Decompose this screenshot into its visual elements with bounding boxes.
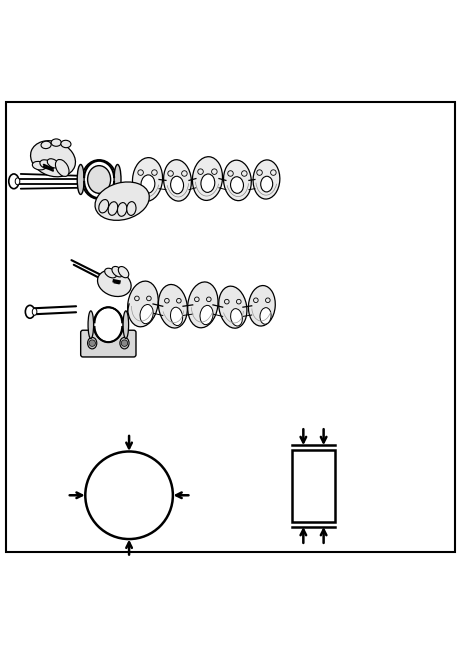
Ellipse shape — [40, 160, 53, 169]
Ellipse shape — [164, 160, 191, 201]
Ellipse shape — [230, 177, 243, 194]
Ellipse shape — [41, 141, 51, 148]
Ellipse shape — [47, 159, 59, 168]
Ellipse shape — [82, 160, 116, 199]
Ellipse shape — [260, 307, 271, 324]
Ellipse shape — [88, 165, 111, 194]
Ellipse shape — [30, 141, 76, 177]
Ellipse shape — [224, 160, 251, 201]
Ellipse shape — [159, 284, 187, 328]
Ellipse shape — [99, 199, 109, 213]
Ellipse shape — [118, 203, 127, 216]
Ellipse shape — [15, 178, 20, 185]
Ellipse shape — [128, 281, 158, 327]
Ellipse shape — [230, 309, 242, 326]
Circle shape — [121, 340, 128, 347]
Circle shape — [89, 340, 95, 347]
Ellipse shape — [192, 157, 223, 200]
Ellipse shape — [201, 174, 215, 192]
Ellipse shape — [108, 201, 118, 215]
Ellipse shape — [95, 182, 149, 220]
Ellipse shape — [9, 174, 19, 189]
Ellipse shape — [61, 140, 71, 148]
FancyBboxPatch shape — [81, 330, 136, 357]
Ellipse shape — [141, 175, 155, 194]
Ellipse shape — [98, 270, 131, 296]
Ellipse shape — [114, 165, 121, 194]
Ellipse shape — [248, 286, 275, 326]
Ellipse shape — [219, 286, 247, 328]
Ellipse shape — [88, 311, 94, 339]
Ellipse shape — [120, 337, 129, 349]
Bar — [291, 451, 336, 522]
Ellipse shape — [55, 160, 69, 177]
Ellipse shape — [93, 307, 123, 342]
Ellipse shape — [171, 307, 183, 326]
Ellipse shape — [188, 282, 218, 328]
Ellipse shape — [25, 305, 35, 318]
Ellipse shape — [77, 165, 84, 194]
Ellipse shape — [171, 177, 183, 194]
Ellipse shape — [32, 308, 37, 315]
Ellipse shape — [112, 266, 123, 277]
Ellipse shape — [261, 177, 273, 192]
Ellipse shape — [105, 268, 117, 278]
Ellipse shape — [123, 311, 129, 339]
Ellipse shape — [32, 162, 46, 170]
Ellipse shape — [127, 201, 136, 215]
Ellipse shape — [253, 160, 280, 199]
Ellipse shape — [88, 337, 97, 349]
Ellipse shape — [140, 305, 153, 324]
Ellipse shape — [200, 305, 213, 324]
Ellipse shape — [51, 139, 61, 146]
Ellipse shape — [118, 267, 129, 278]
Ellipse shape — [132, 158, 163, 201]
